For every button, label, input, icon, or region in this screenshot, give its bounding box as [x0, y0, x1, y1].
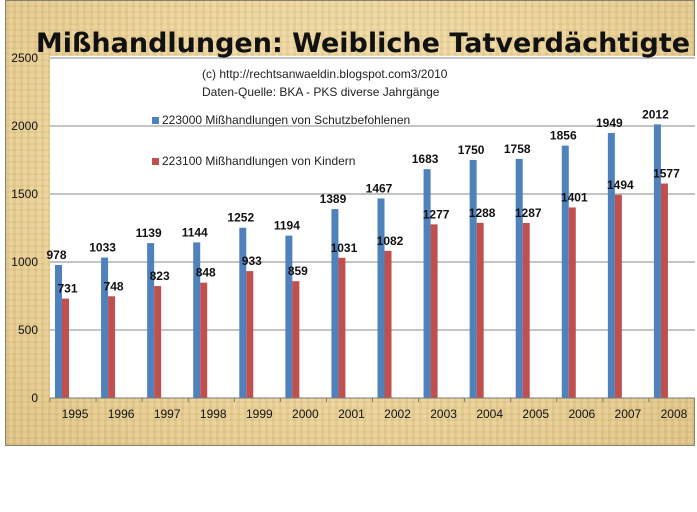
- bar-2001-series0: [331, 209, 339, 398]
- bar-2006-series0: [561, 145, 569, 398]
- bar-2003-series1: [430, 224, 438, 398]
- x-tick-label: 1999: [246, 407, 273, 421]
- data-label: 1683: [412, 152, 439, 166]
- data-label: 1031: [331, 241, 358, 255]
- data-label: 1139: [136, 226, 162, 240]
- x-tick-label: 1998: [200, 407, 227, 421]
- bar-2008-series0: [653, 124, 661, 399]
- x-tick-label: 2002: [384, 407, 411, 421]
- data-label: 1750: [458, 143, 485, 157]
- bar-2004-series1: [476, 222, 484, 398]
- x-tick-label: 1996: [108, 407, 135, 421]
- bar-2000-series1: [292, 281, 300, 398]
- bar-1996-series1: [108, 296, 116, 398]
- y-tick-label: 0: [31, 391, 38, 405]
- data-label: 859: [288, 264, 308, 278]
- bar-2003-series0: [423, 169, 431, 398]
- bar-2000-series0: [285, 235, 293, 398]
- x-tick-label: 1997: [154, 407, 181, 421]
- bar-1997-series1: [154, 286, 162, 398]
- data-label: 731: [57, 282, 77, 296]
- bar-2001-series1: [338, 257, 346, 398]
- data-label: 1856: [550, 129, 577, 143]
- bar-2006-series1: [568, 207, 576, 398]
- data-label: 1194: [274, 219, 300, 233]
- bar-1995-series0: [55, 264, 62, 398]
- y-tick-label: 1500: [11, 187, 38, 201]
- x-tick-label: 2008: [661, 407, 688, 421]
- data-label: 1577: [653, 167, 680, 181]
- data-label: 1467: [366, 181, 393, 195]
- data-label: 1144: [182, 225, 208, 239]
- annotation-source: Daten-Quelle: BKA - PKS diverse Jahrgäng…: [202, 85, 440, 99]
- data-label: 848: [196, 266, 216, 280]
- data-label: 1277: [423, 207, 450, 221]
- y-tick-label: 500: [18, 323, 38, 337]
- x-tick-label: 2006: [568, 407, 595, 421]
- bar-1998-series1: [200, 282, 208, 398]
- data-label: 748: [104, 279, 124, 293]
- data-label: 1082: [377, 234, 404, 248]
- bar-1999-series1: [246, 271, 254, 398]
- data-label: 1389: [320, 192, 347, 206]
- bar-2004-series0: [469, 160, 477, 398]
- bar-2005-series1: [522, 222, 530, 398]
- data-label: 1494: [607, 178, 634, 192]
- legend-label-schutzbefohlene: 223000 Mißhandlungen von Schutzbefohlene…: [162, 113, 410, 127]
- bar-2005-series0: [515, 158, 523, 398]
- annotation-copyright: (c) http://rechtsanwaeldin.blogspot.com3…: [202, 67, 448, 81]
- legend-swatch-blue: [152, 117, 159, 124]
- x-tick-label: 2001: [338, 407, 365, 421]
- y-tick-label: 2500: [11, 51, 38, 65]
- data-label: 823: [150, 269, 170, 283]
- bar-2002-series0: [377, 198, 385, 398]
- bar-1999-series0: [239, 227, 247, 398]
- data-label: 978: [46, 248, 66, 262]
- legend-swatch-red: [152, 158, 159, 165]
- x-tick-label: 2000: [292, 407, 319, 421]
- data-label: 1758: [504, 142, 531, 156]
- bar-1995-series1: [62, 298, 69, 398]
- data-label: 1401: [561, 190, 588, 204]
- data-label: 2012: [642, 107, 669, 121]
- bar-2007-series0: [607, 132, 615, 398]
- x-tick-label: 2004: [476, 407, 503, 421]
- bar-2002-series1: [384, 250, 392, 398]
- bar-1997-series0: [147, 243, 155, 398]
- data-label: 1287: [515, 206, 542, 220]
- data-label: 1252: [227, 211, 254, 225]
- y-tick-label: 2000: [11, 119, 38, 133]
- x-tick-label: 2003: [430, 407, 457, 421]
- x-tick-label: 1995: [62, 407, 89, 421]
- bar-2008-series1: [660, 183, 668, 398]
- data-label: 933: [242, 254, 262, 268]
- bar-1998-series0: [193, 242, 201, 398]
- bar-1996-series0: [101, 257, 109, 398]
- legend: 223000 Mißhandlungen von Schutzbefohlene…: [152, 113, 410, 168]
- x-tick-label: 2005: [522, 407, 549, 421]
- chart-title: Mißhandlungen: Weibliche Tatverdächtigte: [36, 28, 690, 59]
- data-label: 1949: [596, 116, 623, 130]
- data-label: 1288: [469, 206, 496, 220]
- bar-2007-series1: [614, 194, 622, 398]
- data-label: 1033: [89, 241, 116, 255]
- x-tick-label: 2007: [615, 407, 642, 421]
- legend-label-kinder: 223100 Mißhandlungen von Kindern: [162, 154, 355, 168]
- y-tick-label: 1000: [11, 255, 38, 269]
